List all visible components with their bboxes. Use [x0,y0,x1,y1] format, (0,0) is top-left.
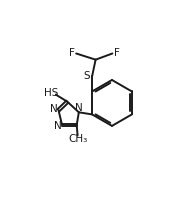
Text: S: S [84,72,90,81]
Text: F: F [114,48,120,58]
Text: F: F [69,48,75,58]
Text: N: N [75,103,83,113]
Text: N: N [50,104,58,114]
Text: HS: HS [44,88,59,98]
Text: N: N [54,121,62,131]
Text: CH₃: CH₃ [69,134,88,144]
